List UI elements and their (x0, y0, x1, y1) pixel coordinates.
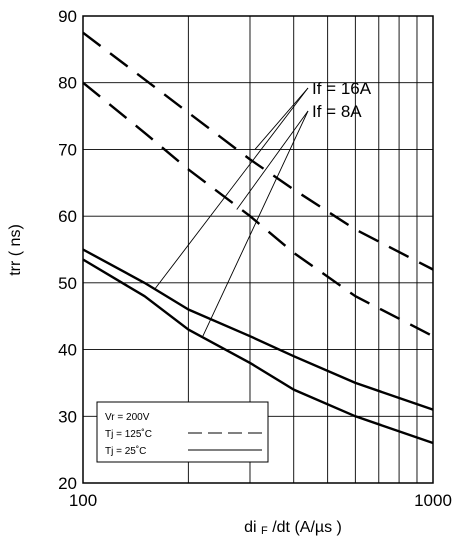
legend-label-tj125: Tj = 125˚C (105, 428, 152, 440)
annotation-label: If = 16A (312, 79, 372, 98)
y-tick-label: 70 (58, 140, 77, 159)
plot-frame (82, 15, 434, 484)
x-tick-label: 100 (69, 491, 97, 510)
series-line-1 (82, 31, 434, 271)
annotations-group: If = 16A If = 8A (154, 79, 372, 337)
y-tick-label: 90 (58, 7, 77, 26)
y-tick-labels: 20 30 40 50 60 70 80 90 (58, 7, 77, 493)
legend: Vr = 200V Tj = 125˚C Tj = 25˚C (96, 401, 269, 463)
grid (83, 16, 433, 483)
x-axis-title-subscript: F (261, 525, 268, 537)
y-tick-label: 50 (58, 274, 77, 293)
y-tick-label: 30 (58, 407, 77, 426)
legend-label-tj25: Tj = 25˚C (105, 445, 146, 457)
series-line-4 (82, 258, 434, 445)
annotation-leader-line (154, 87, 309, 290)
series-group (82, 31, 434, 445)
x-tick-label: 1000 (414, 491, 452, 510)
legend-condition-vr: Vr = 200V (105, 412, 150, 423)
x-axis-title-units: /dt (A/µs ) (272, 519, 342, 536)
y-tick-label: 80 (58, 74, 77, 93)
annotation-leader-line (254, 87, 309, 150)
series-line-2 (82, 81, 434, 338)
y-axis-title: trr ( ns) (7, 224, 24, 276)
x-tick-labels: 100 1000 (69, 491, 452, 510)
x-axis-title: di F /dt (A/µs ) (244, 519, 342, 538)
y-tick-label: 60 (58, 207, 77, 226)
legend-box (96, 401, 269, 463)
series-line-3 (82, 248, 434, 411)
x-axis-title-main: di (244, 519, 256, 536)
y-tick-label: 40 (58, 341, 77, 360)
annotation-label: If = 8A (312, 102, 362, 121)
annotation-leader-line (236, 110, 309, 210)
annotation-leader-line (202, 110, 309, 337)
y-tick-label: 20 (58, 474, 77, 493)
